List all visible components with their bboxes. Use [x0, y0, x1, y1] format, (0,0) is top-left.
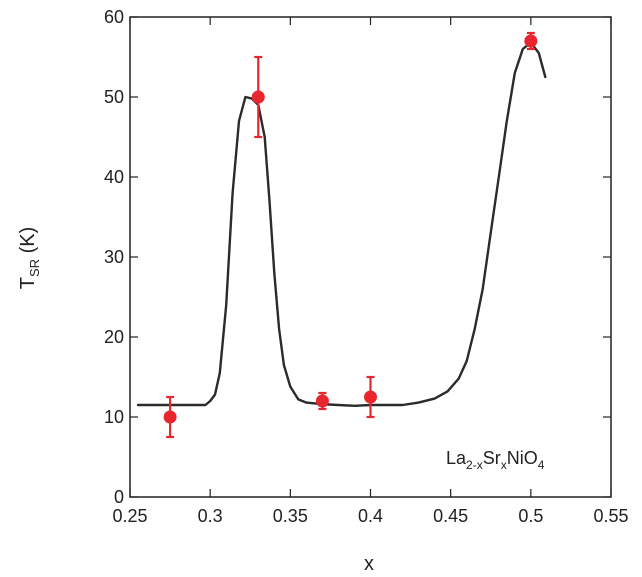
- y-tick-label: 20: [104, 327, 124, 347]
- formula-annotation: La2-xSrxNiO4: [446, 448, 545, 472]
- formula-subscript: 4: [538, 458, 545, 472]
- x-tick-label: 0.4: [358, 506, 383, 526]
- formula-subscript: x: [501, 458, 507, 472]
- fit-curve: [136, 41, 547, 407]
- formula-text: La: [446, 448, 467, 468]
- y-tick-label: 60: [104, 7, 124, 27]
- x-tick-label: 0.55: [593, 506, 628, 526]
- curve-line: [136, 41, 547, 407]
- x-axis-ticks: 0.25 0.3 0.35 0.4 0.45 0.5 0.55: [112, 17, 629, 526]
- x-tick-label: 0.25: [112, 506, 147, 526]
- x-tick-label: 0.35: [273, 506, 308, 526]
- y-axis-label-main: T: [17, 277, 39, 289]
- data-point: [251, 90, 265, 104]
- data-point: [524, 34, 538, 48]
- data-point: [315, 394, 329, 408]
- formula-subscript: 2-x: [466, 458, 483, 472]
- data-point: [163, 410, 177, 424]
- y-tick-label: 40: [104, 167, 124, 187]
- data-point: [364, 390, 377, 404]
- x-tick-label: 0.5: [518, 506, 543, 526]
- data-points: [163, 34, 538, 424]
- y-axis-label-unit: (K): [17, 227, 39, 259]
- x-axis-label: x: [364, 553, 374, 575]
- y-tick-label: 0: [114, 487, 124, 507]
- plot-border: [129, 16, 612, 498]
- y-axis-label: TSR (K): [17, 227, 42, 290]
- y-axis-label-sub: SR: [27, 259, 42, 277]
- y-tick-label: 10: [104, 407, 124, 427]
- formula-text: Sr: [483, 448, 501, 468]
- x-tick-label: 0.3: [198, 506, 223, 526]
- y-axis-ticks: 0 10 20 30 40 50 60: [104, 7, 611, 507]
- y-tick-label: 50: [104, 87, 124, 107]
- y-tick-label: 30: [104, 247, 124, 267]
- x-tick-label: 0.45: [433, 506, 468, 526]
- plot-frame: [129, 16, 612, 498]
- formula-text: NiO: [507, 448, 538, 468]
- error-bars: [166, 31, 535, 439]
